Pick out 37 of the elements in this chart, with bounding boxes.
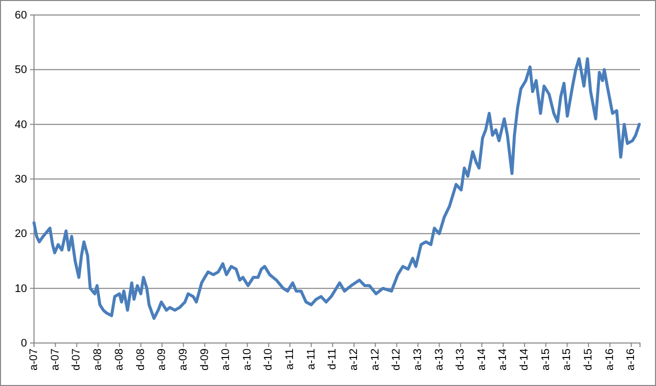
- x-tick-label: a-15: [561, 348, 574, 371]
- y-tick-label: 60: [14, 10, 27, 22]
- x-tick-label: d-09: [198, 348, 211, 371]
- x-tick-label: a-12: [369, 348, 382, 371]
- x-tick-label: d-14: [518, 348, 531, 371]
- y-tick-label: 20: [14, 228, 27, 240]
- x-tick-label: a-13: [412, 348, 424, 371]
- x-tick-label: a-07: [49, 348, 62, 371]
- x-tick-label: d-12: [390, 348, 403, 371]
- y-tick-label: 10: [14, 282, 27, 295]
- x-tick-label: d-10: [262, 348, 275, 371]
- x-tick-label: a-14: [476, 348, 488, 371]
- x-tick-label: d-15: [582, 348, 595, 371]
- x-tick-label: d-07: [70, 348, 83, 371]
- x-tick-label: a-15: [540, 348, 552, 371]
- x-tick-label: a-11: [284, 348, 296, 370]
- y-tick-label: 50: [14, 64, 27, 76]
- x-tick-label: a-09: [156, 348, 168, 371]
- x-tick-label: a-14: [497, 348, 510, 371]
- x-tick-label: a-07: [28, 348, 40, 371]
- x-tick-label: a-09: [177, 348, 190, 371]
- y-tick-label: 0: [20, 338, 27, 350]
- line-series: [32, 57, 641, 320]
- x-tick-label: d-11: [326, 348, 339, 370]
- x-tick-label: a-13: [433, 348, 446, 371]
- x-tick-label: d-13: [454, 348, 467, 371]
- x-tick-label: a-16: [625, 348, 638, 371]
- y-tick-label: 40: [14, 118, 27, 131]
- x-tick-label: a-08: [92, 348, 104, 371]
- y-tick-label: 30: [14, 174, 27, 186]
- x-tick-label: a-12: [348, 348, 360, 371]
- x-tick-label: a-16: [604, 348, 616, 371]
- x-tick-label: a-08: [113, 348, 126, 371]
- x-tick-label: a-10: [241, 348, 254, 371]
- x-tick-label: d-08: [134, 348, 147, 371]
- x-tick-label: a-10: [220, 348, 232, 371]
- x-tick-label: a-11: [305, 348, 318, 370]
